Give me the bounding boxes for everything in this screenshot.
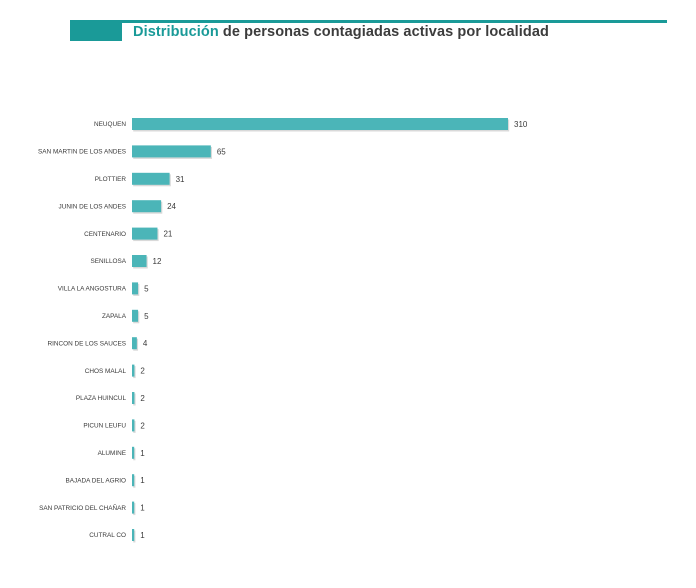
bar (132, 282, 139, 295)
bar-shadow (133, 475, 136, 488)
value-label: 2 (140, 394, 145, 403)
chart-title: Distribución de personas contagiadas act… (133, 24, 549, 40)
category-label: SAN PATRICIO DEL CHAÑAR (39, 503, 126, 512)
category-label: SENILLOSA (90, 258, 126, 265)
category-label: SAN MARTIN DE LOS ANDES (38, 149, 126, 156)
category-label: ZAPALA (102, 313, 127, 320)
bar (132, 474, 135, 487)
value-label: 1 (140, 531, 145, 540)
value-label: 21 (163, 230, 172, 239)
chart-title-rest: de personas contagiadas activas por loca… (218, 24, 549, 40)
value-label: 24 (167, 202, 176, 211)
value-label: 5 (144, 312, 149, 321)
chart-title-accent: Distribución (133, 24, 219, 40)
bar (132, 364, 135, 377)
bar (132, 227, 158, 240)
category-label: NEUQUEN (94, 121, 126, 128)
header-accent-block (70, 23, 122, 41)
bar (132, 200, 162, 213)
category-label: PICUN LEUFU (83, 423, 126, 430)
bar (132, 392, 135, 404)
value-label: 2 (140, 421, 145, 430)
bar (132, 309, 139, 322)
bar-shadow (133, 503, 136, 516)
category-label: BAJADA DEL AGRIO (66, 477, 127, 484)
category-label: VILLA LA ANGOSTURA (58, 286, 127, 293)
bar (132, 446, 135, 459)
value-label: 12 (153, 257, 162, 266)
category-label: CHOS MALAL (85, 368, 127, 375)
bar (132, 118, 508, 130)
value-label: 65 (217, 147, 226, 156)
value-label: 4 (143, 339, 148, 348)
bar (132, 145, 211, 158)
value-label: 31 (176, 175, 185, 184)
bar (132, 172, 170, 185)
category-label: ALUMINE (98, 450, 126, 457)
bar (132, 419, 135, 432)
value-label: 1 (140, 504, 145, 513)
bar-shadow (133, 448, 136, 461)
bar (132, 501, 135, 514)
category-label: CENTENARIO (84, 231, 126, 238)
category-label: RINCON DE LOS SAUCES (48, 340, 126, 347)
value-label: 1 (140, 476, 145, 485)
category-label: PLAZA HUINCUL (76, 395, 127, 402)
category-label: CUTRAL CO (89, 532, 126, 539)
category-label: JUNIN DE LOS ANDES (59, 203, 126, 210)
value-label: 5 (144, 284, 149, 293)
bar (132, 529, 135, 541)
category-label: PLOTTIER (95, 176, 127, 183)
value-label: 310 (514, 120, 528, 129)
bar (132, 337, 137, 350)
header-rule (70, 20, 667, 23)
value-label: 2 (140, 367, 145, 376)
bar (132, 255, 147, 267)
value-label: 1 (140, 449, 145, 458)
bar-shadow (133, 530, 136, 543)
